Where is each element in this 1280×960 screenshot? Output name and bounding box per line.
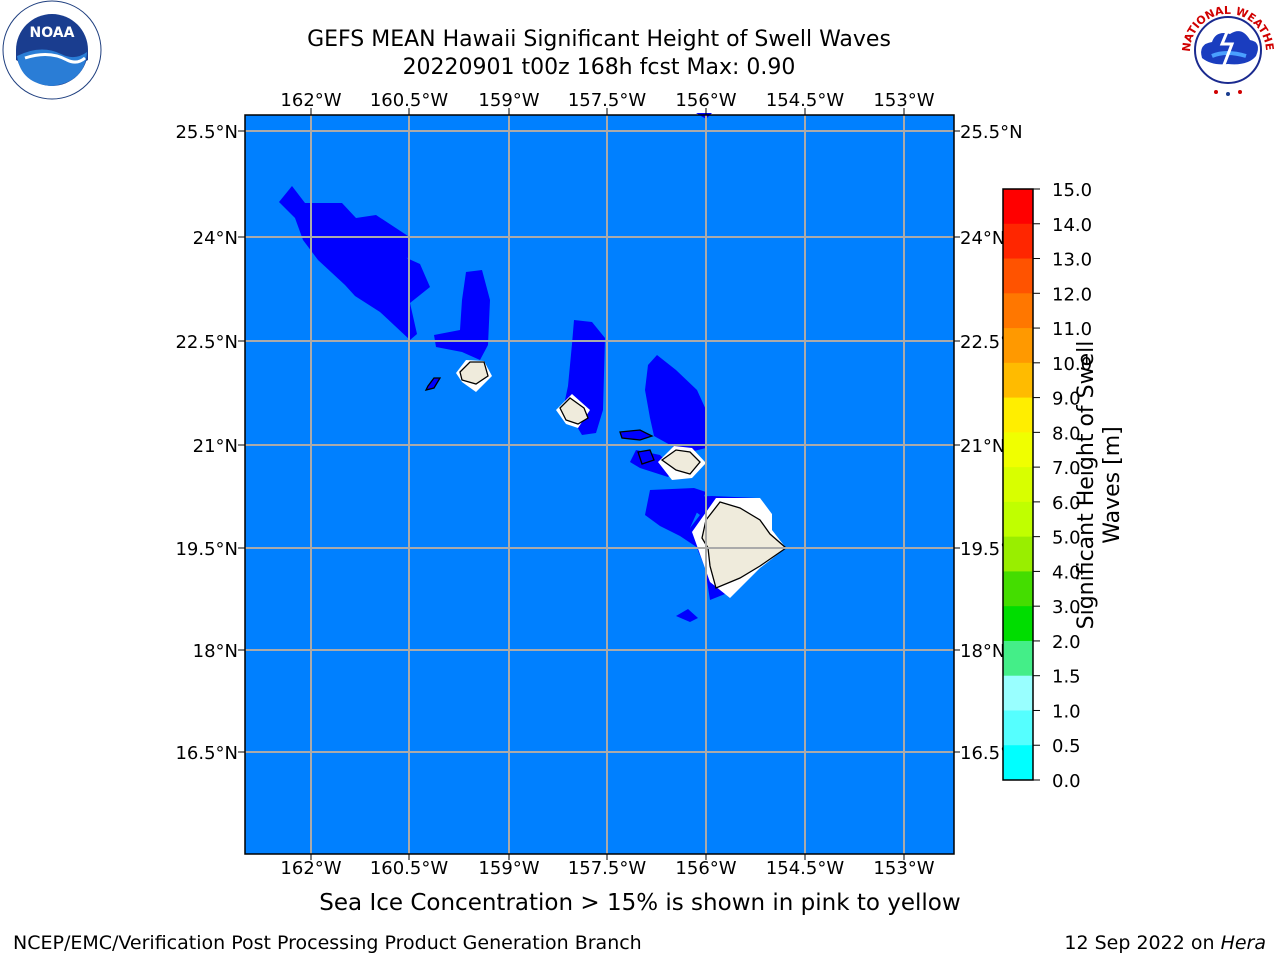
colorbar xyxy=(1002,188,1034,781)
colorbar-segment xyxy=(1003,397,1033,433)
colorbar-segment xyxy=(1003,640,1033,677)
footer-date: 12 Sep 2022 on Hera xyxy=(1064,932,1266,954)
lat-labels-right: 25.5°N24°N22.5°N21°N19.5°N18°N16.5°N xyxy=(954,122,1023,764)
swell-region-maui xyxy=(645,355,707,452)
lat-label-left: 25.5°N xyxy=(175,122,238,143)
colorbar-tick-label: 6.0 xyxy=(1052,493,1081,514)
lon-label-bottom: 153°W xyxy=(873,858,934,879)
island-niihau xyxy=(424,377,442,391)
footer-date-text: 12 Sep 2022 on xyxy=(1064,932,1215,954)
colorbar-segment xyxy=(1003,223,1033,260)
colorbar-segment xyxy=(1003,467,1033,503)
island-oahu xyxy=(559,397,589,425)
lat-label-right: 21°N xyxy=(960,436,1005,457)
lon-label-top: 156°W xyxy=(675,90,736,111)
colorbar-tick-labels: 15.0 14.0 13.0 12.0 11.0 10.0 9.0 8.0 7.0 6.0 5.0 4… xyxy=(1033,180,1092,792)
colorbar-frame xyxy=(1002,188,1034,781)
swell-region-nw xyxy=(279,186,430,340)
lat-label-left: 19.5°N xyxy=(175,539,238,560)
lon-label-bottom: 162°W xyxy=(280,858,341,879)
island-lanai xyxy=(637,449,655,465)
colorbar-segment xyxy=(1003,675,1033,711)
lon-label-bottom: 160.5°W xyxy=(370,858,449,879)
lon-label-top: 159°W xyxy=(478,90,539,111)
chart-title: GEFS MEAN Hawaii Significant Height of S… xyxy=(307,27,891,52)
lat-label-left: 18°N xyxy=(193,641,238,662)
colorbar-tick-label: 10.0 xyxy=(1052,354,1092,375)
colorbar-tick-label: 13.0 xyxy=(1052,250,1092,271)
colorbar-segment xyxy=(1003,606,1033,642)
colorbar-tick-label: 1.5 xyxy=(1052,667,1081,688)
noaa-logo-text: NOAA xyxy=(30,25,75,41)
lon-label-bottom: 159°W xyxy=(478,858,539,879)
colorbar-segment xyxy=(1003,571,1033,607)
lat-label-right: 24°N xyxy=(960,228,1005,249)
colorbar-segment xyxy=(1003,536,1033,572)
colorbar-tick-label: 4.0 xyxy=(1052,562,1081,583)
chart-subtitle: 20220901 t00z 168h fcst Max: 0.90 xyxy=(402,55,796,80)
sea-ice-caption: Sea Ice Concentration > 15% is shown in … xyxy=(319,890,961,916)
colorbar-tick-label: 0.0 xyxy=(1052,771,1081,792)
colorbar-tick-label: 12.0 xyxy=(1052,284,1092,305)
colorbar-tick-label: 2.0 xyxy=(1052,632,1081,653)
colorbar-tick-label: 11.0 xyxy=(1052,319,1092,340)
colorbar-segment xyxy=(1003,328,1033,364)
colorbar-segment xyxy=(1003,432,1033,468)
lon-label-bottom: 157.5°W xyxy=(568,858,647,879)
colorbar-segment xyxy=(1003,710,1033,746)
lon-label-bottom: 154.5°W xyxy=(766,858,845,879)
colorbar-segment xyxy=(1003,501,1033,538)
colorbar-tick-label: 8.0 xyxy=(1052,423,1081,444)
colorbar-segment xyxy=(1003,258,1033,294)
lat-label-left: 24°N xyxy=(193,228,238,249)
lat-label-left: 22.5°N xyxy=(175,332,238,353)
island-maui xyxy=(660,449,701,475)
colorbar-tick-label: 7.0 xyxy=(1052,458,1081,479)
lon-label-top: 154.5°W xyxy=(766,90,845,111)
colorbar-tick-label: 5.0 xyxy=(1052,528,1081,549)
colorbar-title-line1: Significant Height of Swell xyxy=(1074,340,1099,630)
colorbar-segment xyxy=(1003,293,1033,329)
map-frame xyxy=(244,114,955,855)
lat-label-left: 16.5°N xyxy=(175,743,238,764)
colorbar-tick-label: 0.5 xyxy=(1052,736,1081,757)
colorbar-tick-label: 9.0 xyxy=(1052,389,1081,410)
swell-region-hawaii-w xyxy=(645,488,706,556)
lat-label-left: 21°N xyxy=(193,436,238,457)
lon-label-top: 162°W xyxy=(280,90,341,111)
nws-logo: NATIONAL WEATHER SERVICE xyxy=(1172,0,1280,102)
footer-machine: Hera xyxy=(1220,932,1266,954)
colorbar-tick-label: 15.0 xyxy=(1052,180,1092,201)
lon-label-top: 157.5°W xyxy=(568,90,647,111)
footer-branch: NCEP/EMC/Verification Post Processing Pr… xyxy=(13,932,642,954)
island-kauai xyxy=(459,361,489,385)
lon-label-top: 160.5°W xyxy=(370,90,449,111)
lon-labels-top: 162°W 160.5°W 159°W 157.5°W 156°W 154.5°W 153°… xyxy=(280,90,935,115)
lat-label-right: 18°N xyxy=(960,641,1005,662)
swell-region-south-fleck xyxy=(676,609,698,622)
lon-label-top: 153°W xyxy=(873,90,934,111)
gridlines xyxy=(245,115,954,854)
swell-region-kauai xyxy=(434,270,490,360)
colorbar-segment xyxy=(1003,189,1033,225)
noaa-logo: NOAA xyxy=(1,0,103,102)
colorbar-tick-label: 1.0 xyxy=(1052,701,1081,722)
lat-label-right: 25.5°N xyxy=(960,122,1023,143)
colorbar-title-line2: Waves [m] xyxy=(1100,426,1125,544)
colorbar-segment xyxy=(1003,362,1033,399)
lon-label-bottom: 156°W xyxy=(675,858,736,879)
lon-labels-bottom: 162°W 160.5°W 159°W 157.5°W 156°W 154.5°W 153°… xyxy=(280,854,935,879)
colorbar-segment xyxy=(1003,745,1033,781)
colorbar-tick-label: 14.0 xyxy=(1052,215,1092,236)
lat-labels-left: 25.5°N 24°N 22.5°N 21°N 19.5°N 18°N 16.5°N xyxy=(175,122,245,764)
island-molokai xyxy=(619,429,654,441)
colorbar-tick-label: 3.0 xyxy=(1052,597,1081,618)
